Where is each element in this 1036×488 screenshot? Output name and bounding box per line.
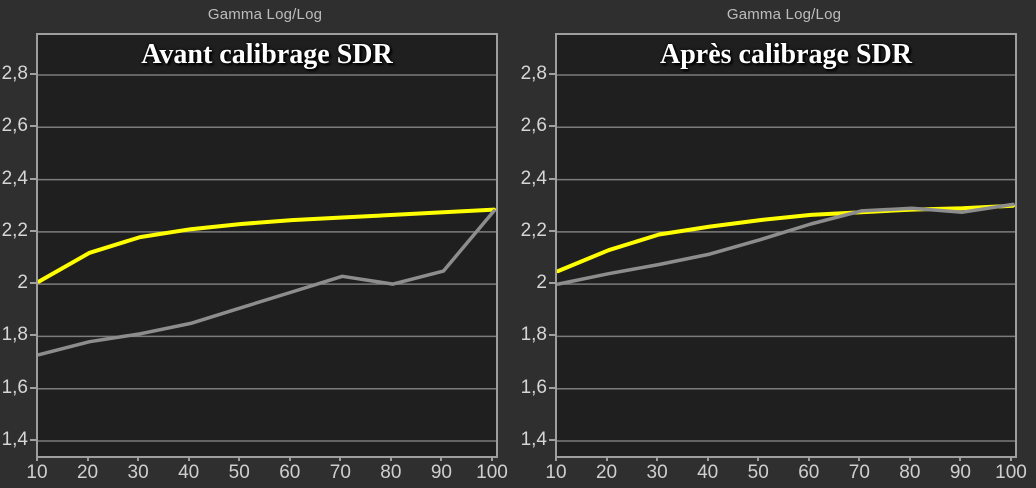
- plot-svg: [38, 74, 496, 442]
- y-axis-tick: [30, 73, 36, 75]
- x-axis-label: 70: [329, 462, 351, 483]
- gray-measured-gamma-curve: [38, 209, 496, 357]
- y-axis-tick: [549, 125, 555, 128]
- x-axis-tick: [656, 456, 659, 461]
- chart-title: Après calibrage SDR: [660, 39, 912, 70]
- y-axis-tick: [549, 229, 555, 232]
- chart-panel-apres-calibrage: Gamma Log/Log Après calibrage SDR 2,8 2,6…: [519, 0, 1036, 488]
- x-axis-label: 30: [127, 462, 149, 483]
- yellow-target-gamma-curve: [557, 203, 1015, 274]
- y-axis-label: 1,8: [520, 324, 547, 346]
- y-axis-label: 1,4: [520, 429, 547, 450]
- y-axis-label: 1,6: [520, 376, 547, 398]
- chart-panel-avant-calibrage: Gamma Log/Log Avant calibrage SDR 2,8 2,6…: [1, 6, 508, 483]
- plot-svg: [557, 74, 1015, 442]
- x-axis-label: 40: [178, 462, 200, 483]
- x-axis-label: 50: [228, 462, 250, 483]
- x-axis-label: 40: [697, 462, 719, 483]
- plot-area: Après calibrage SDR: [555, 33, 1017, 458]
- x-axis-label: 10: [26, 462, 48, 483]
- x-axis-tick: [706, 456, 709, 461]
- y-axis-label: 2,2: [1, 219, 28, 241]
- x-axis-tick: [187, 456, 190, 461]
- y-axis-tick: [30, 177, 36, 180]
- x-axis-tick: [238, 456, 241, 461]
- x-axis-label: 90: [430, 462, 452, 483]
- x-axis-label: 60: [279, 462, 301, 483]
- y-axis-tick: [549, 177, 555, 180]
- y-axis-label: 1,4: [1, 429, 28, 450]
- x-axis-tick: [908, 456, 911, 461]
- y-axis-tick: [30, 334, 36, 337]
- y-axis-label: 2,6: [1, 115, 28, 137]
- x-axis-tick: [288, 456, 291, 461]
- x-axis-tick: [339, 456, 342, 461]
- y-axis-tick: [549, 282, 555, 285]
- y-axis-label: 2,4: [1, 167, 28, 189]
- gray-measured-gamma-curve: [557, 202, 1015, 286]
- y-axis-tick: [30, 229, 36, 232]
- y-axis-label: 2,8: [520, 63, 547, 84]
- yellow-target-gamma-curve: [38, 207, 496, 284]
- y-axis-tick: [30, 125, 36, 128]
- x-axis-label: 20: [76, 462, 99, 483]
- chart-header-label: Gamma Log/Log: [726, 6, 842, 23]
- x-axis-tick: [605, 456, 608, 461]
- x-axis-tick: [757, 456, 760, 461]
- x-axis-label: 100: [476, 462, 508, 483]
- x-axis-label: 10: [545, 462, 567, 483]
- chart-header-label: Gamma Log/Log: [207, 6, 323, 23]
- x-axis-tick: [36, 456, 38, 461]
- x-axis-tick: [959, 456, 962, 461]
- y-axis-label: 1,8: [1, 324, 28, 346]
- x-axis-label: 50: [747, 462, 769, 483]
- y-axis-tick: [30, 439, 36, 441]
- x-axis-label: 70: [848, 462, 870, 483]
- y-axis-label: 2,2: [520, 219, 547, 241]
- y-axis-label: 2: [17, 272, 28, 294]
- x-axis-tick: [1010, 456, 1012, 461]
- x-axis-label: 100: [995, 462, 1027, 483]
- y-axis-tick: [549, 73, 555, 75]
- plot-area: Avant calibrage SDR: [36, 33, 498, 458]
- y-axis-label: 2,6: [520, 115, 547, 137]
- x-axis-label: 80: [899, 462, 921, 483]
- y-axis-tick: [30, 282, 36, 285]
- y-axis-tick: [549, 386, 555, 389]
- x-axis-label: 30: [646, 462, 668, 483]
- y-axis-tick: [549, 439, 555, 441]
- x-axis-tick: [807, 456, 810, 461]
- x-axis-label: 80: [380, 462, 402, 483]
- y-axis-tick: [30, 386, 36, 389]
- x-axis-tick: [86, 456, 89, 461]
- x-axis-tick: [137, 456, 140, 461]
- y-axis-label: 2: [536, 272, 547, 294]
- chart-title: Avant calibrage SDR: [141, 39, 393, 70]
- x-axis-label: 60: [798, 462, 820, 483]
- x-axis-tick: [440, 456, 443, 461]
- y-axis-label: 2,8: [1, 63, 28, 84]
- x-axis-label: 90: [949, 462, 971, 483]
- x-axis-tick: [858, 456, 861, 461]
- y-axis-tick: [549, 334, 555, 337]
- x-axis-tick: [555, 456, 557, 461]
- y-axis-label: 2,4: [520, 167, 547, 189]
- x-axis-tick: [491, 456, 493, 461]
- y-axis-label: 1,6: [1, 376, 28, 398]
- x-axis-tick: [389, 456, 392, 461]
- x-axis-label: 20: [595, 462, 618, 483]
